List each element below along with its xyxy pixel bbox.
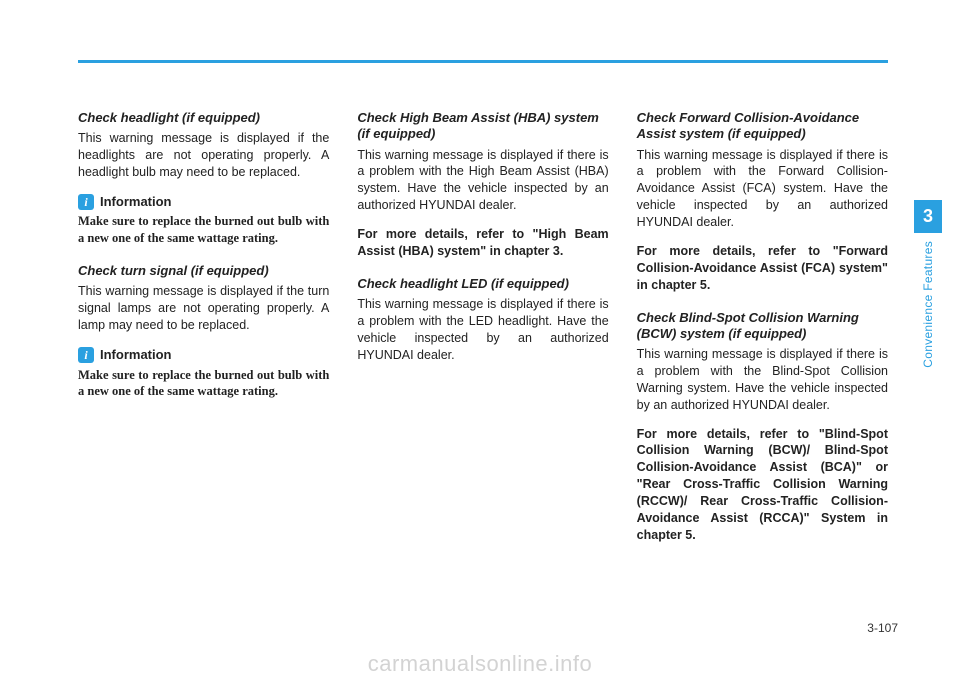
heading-check-bcw: Check Blind-Spot Collision Warning (BCW)… <box>637 310 888 343</box>
column-1: Check headlight (if equipped) This warni… <box>78 110 329 560</box>
body-check-headlight-led: This warning message is displayed if the… <box>357 296 608 364</box>
section-check-turn-signal: Check turn signal (if equipped) This war… <box>78 263 329 400</box>
page-number: 3-107 <box>867 621 898 635</box>
top-rule <box>78 60 888 63</box>
watermark: carmanualsonline.info <box>368 651 593 677</box>
heading-check-headlight: Check headlight (if equipped) <box>78 110 329 126</box>
section-check-fca: Check Forward Collision-Avoidance Assist… <box>637 110 888 294</box>
info-label: Information <box>100 346 172 364</box>
ref-bcw: For more details, refer to "Blind-Spot C… <box>637 426 888 544</box>
info-icon: i <box>78 347 94 363</box>
body-check-hba: This warning message is displayed if the… <box>357 147 608 215</box>
heading-check-fca: Check Forward Collision-Avoidance Assist… <box>637 110 888 143</box>
column-2: Check High Beam Assist (HBA) system (if … <box>357 110 608 560</box>
tab-chapter-label: Convenience Features <box>921 241 935 368</box>
section-check-headlight-led: Check headlight LED (if equipped) This w… <box>357 276 608 364</box>
section-check-bcw: Check Blind-Spot Collision Warning (BCW)… <box>637 310 888 544</box>
info-row: i Information <box>78 346 329 364</box>
info-text-turn-signal: Make sure to replace the burned out bulb… <box>78 367 329 401</box>
heading-check-hba: Check High Beam Assist (HBA) system (if … <box>357 110 608 143</box>
heading-check-turn-signal: Check turn signal (if equipped) <box>78 263 329 279</box>
body-check-fca: This warning message is displayed if the… <box>637 147 888 231</box>
body-check-headlight: This warning message is displayed if the… <box>78 130 329 181</box>
tab-chapter-number: 3 <box>914 200 942 233</box>
body-check-bcw: This warning message is displayed if the… <box>637 346 888 414</box>
info-text-headlight: Make sure to replace the burned out bulb… <box>78 213 329 247</box>
info-row: i Information <box>78 193 329 211</box>
ref-fca: For more details, refer to "Forward Coll… <box>637 243 888 294</box>
page-columns: Check headlight (if equipped) This warni… <box>78 110 888 560</box>
section-check-hba: Check High Beam Assist (HBA) system (if … <box>357 110 608 260</box>
section-check-headlight: Check headlight (if equipped) This warni… <box>78 110 329 247</box>
info-icon: i <box>78 194 94 210</box>
side-tab: 3 Convenience Features <box>914 200 942 368</box>
body-check-turn-signal: This warning message is displayed if the… <box>78 283 329 334</box>
info-label: Information <box>100 193 172 211</box>
column-3: Check Forward Collision-Avoidance Assist… <box>637 110 888 560</box>
heading-check-headlight-led: Check headlight LED (if equipped) <box>357 276 608 292</box>
ref-hba: For more details, refer to "High Beam As… <box>357 226 608 260</box>
